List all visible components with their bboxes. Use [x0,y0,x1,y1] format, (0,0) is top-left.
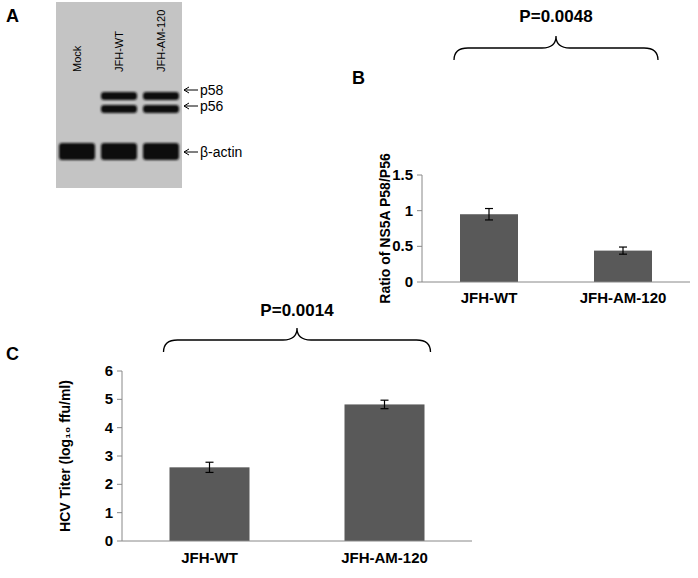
blot-membrane [56,2,182,188]
error-cap [485,219,493,220]
y-axis-label: HCV Titer (log₁₀ ffu/ml) [57,380,73,532]
y-tick-label: 0 [105,532,113,549]
error-cap [381,400,389,401]
error-bar [381,400,389,409]
error-cap [619,254,627,255]
error-bar [485,209,493,220]
error-cap [206,462,214,463]
y-tick-label: 0.5 [392,237,413,254]
band-label: p56 [200,98,224,114]
bar [460,214,518,282]
panel-label: B [352,68,365,88]
y-tick [117,484,122,485]
blot-band [101,143,137,160]
y-tick [117,371,122,372]
blot-band [101,105,137,113]
y-tick [417,175,422,176]
error-cap [619,246,627,247]
lane-label: JFH-WT [113,31,125,72]
y-tick-label: 1.5 [392,166,413,183]
y-tick-label: 2 [105,475,113,492]
error-stem [622,247,623,254]
band-arrow [184,106,198,107]
band-label: p58 [200,82,224,98]
p-value: P=0.0048 [519,7,592,26]
significance-brace [164,328,431,352]
y-tick [117,399,122,400]
y-tick-label: 4 [105,419,114,436]
blot-band [101,92,137,100]
error-cap [485,208,493,209]
y-tick [117,541,122,542]
panel-label: A [6,6,19,26]
blot-panel: A Mock JFH-WT JFH-AM-120 p58p56 β-actin [6,2,242,188]
y-tick [417,210,422,211]
panel-label: C [6,344,19,364]
figure: A Mock JFH-WT JFH-AM-120 p58p56 β-actin B 0 0.5 1… [0,0,698,578]
y-axis [422,175,423,282]
y-tick [417,282,422,283]
y-tick [117,512,122,513]
y-tick-label: 6 [105,362,113,379]
blot-band [143,143,179,160]
lane-label: Mock [71,45,83,72]
y-axis-label: Ratio of NS5A P58/P56 [377,153,393,304]
x-tick-label: JFH-WT [461,289,518,306]
error-bar [619,247,627,254]
x-axis [122,541,472,542]
error-stem [488,209,489,220]
error-cap [206,472,214,473]
x-axis [422,282,690,283]
y-tick-label: 3 [105,447,113,464]
band-arrow [184,90,198,91]
bars [170,400,425,541]
bar [594,251,652,282]
bar [170,467,250,541]
bars [460,209,652,282]
y-tick [117,427,122,428]
lane-label: JFH-AM-120 [155,10,167,72]
error-stem [209,462,210,472]
blot-band [59,143,95,160]
band-arrow-head [184,87,189,93]
p-value: P=0.0014 [260,301,334,320]
bar-chart: B 0 0.5 1 1.5 JFH-WT JFH-AM-120 Ratio of NS5A P… [352,7,690,306]
y-tick-label: 1 [105,504,113,521]
error-bar [206,462,214,472]
bar-chart: C 0 1 2 3 4 5 6 JFH-WT JFH-AM-120 HCV Titer (log₁₀… [6,301,472,566]
y-tick-label: 5 [105,390,113,407]
x-tick-label: JFH-WT [181,549,238,566]
blot-band [143,92,179,100]
x-tick-label: JFH-AM-120 [341,549,428,566]
error-cap [381,408,389,409]
band-arrow-head [184,149,189,155]
band-arrow [184,152,198,153]
error-stem [384,400,385,409]
y-tick-label: 1 [405,202,413,219]
band-arrow-head [184,103,189,109]
y-tick-label: 0 [405,273,413,290]
x-tick-label: JFH-AM-120 [580,289,667,306]
blot-band [143,105,179,113]
band-label: β-actin [200,144,242,160]
y-tick [417,246,422,247]
significance-brace [454,36,658,60]
bar [345,404,425,541]
y-tick [117,456,122,457]
